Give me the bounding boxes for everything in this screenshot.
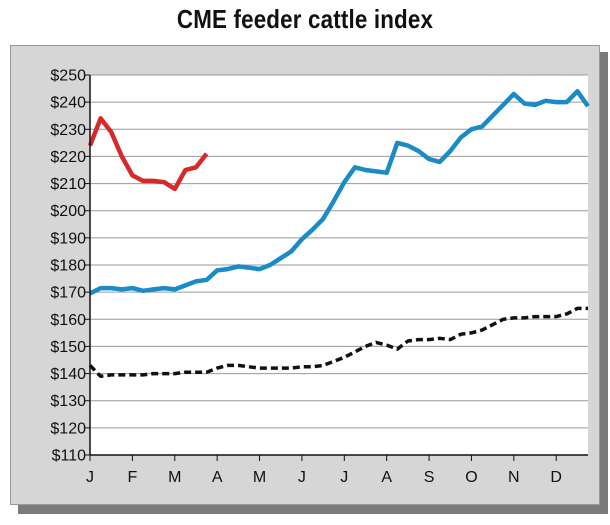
x-tick-label: D <box>550 469 562 486</box>
y-tick-label: $240 <box>50 95 86 112</box>
x-tick-label: J <box>86 469 94 486</box>
x-tick-label: M <box>253 469 266 486</box>
x-tick-label: J <box>340 469 348 486</box>
x-tick-label: F <box>127 469 137 486</box>
x-tick-label: M <box>168 469 181 486</box>
x-tick-label: O <box>465 469 477 486</box>
y-tick-label: $150 <box>50 339 86 356</box>
y-tick-label: $130 <box>50 393 86 410</box>
y-tick-label: $190 <box>50 230 86 247</box>
y-tick-label: $180 <box>50 258 86 275</box>
series-line-1 <box>87 116 209 192</box>
series-line-3 <box>88 306 588 379</box>
x-tick-label: A <box>212 469 223 486</box>
y-tick-label: $210 <box>50 176 86 193</box>
series-line-2 <box>88 89 590 296</box>
y-tick-labels: $250 $240 $230 $220 $210 $200 $190 $180 $170 $160… <box>50 68 86 465</box>
x-tick-label: A <box>381 469 392 486</box>
y-tick-label: $110 <box>52 448 87 465</box>
y-tick-label: $230 <box>50 122 86 139</box>
y-tick-label: $200 <box>50 203 86 220</box>
y-tick-label: $220 <box>50 149 86 166</box>
gridlines <box>85 74 588 456</box>
series-group <box>87 89 590 379</box>
chart-title: CME feeder cattle index <box>176 4 434 34</box>
y-tick-label: $120 <box>50 420 86 437</box>
axes <box>89 75 588 461</box>
x-tick-label: N <box>508 469 520 486</box>
y-tick-label: $250 <box>50 68 86 85</box>
y-tick-label: $170 <box>50 285 86 302</box>
y-tick-label: $140 <box>50 366 86 383</box>
y-tick-label: $160 <box>50 312 86 329</box>
x-tick-label: S <box>424 469 435 486</box>
x-tick-label: J <box>298 469 306 486</box>
